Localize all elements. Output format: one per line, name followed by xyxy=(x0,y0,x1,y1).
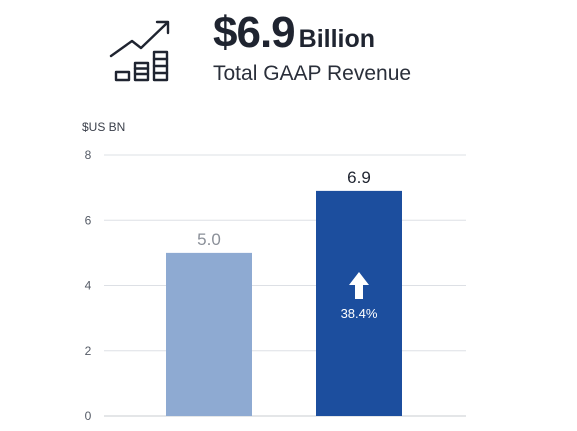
bar-value-label: 6.9 xyxy=(347,168,371,187)
bar xyxy=(166,252,252,416)
y-tick-label: 8 xyxy=(85,148,92,162)
bar xyxy=(316,190,402,416)
y-tick-label: 2 xyxy=(85,344,92,358)
y-axis-label: $US BN xyxy=(82,120,126,134)
up-arrow-icon xyxy=(349,272,369,299)
growth-label: 38.4% xyxy=(341,306,378,321)
y-tick-label: 0 xyxy=(85,409,92,423)
y-tick-label: 6 xyxy=(85,213,92,227)
rising-bar-chart-icon xyxy=(109,20,170,82)
headline: $6.9 Billion xyxy=(213,8,375,58)
page-subtitle: Total GAAP Revenue xyxy=(213,62,412,85)
y-tick-label: 4 xyxy=(85,279,92,293)
bar-value-label: 5.0 xyxy=(197,230,221,249)
headline-unit: Billion xyxy=(298,25,376,53)
headline-value: $6.9 xyxy=(213,8,296,57)
revenue-bar-chart: 0 2 4 6 8 5.0 6.9 38.4% xyxy=(85,148,466,423)
